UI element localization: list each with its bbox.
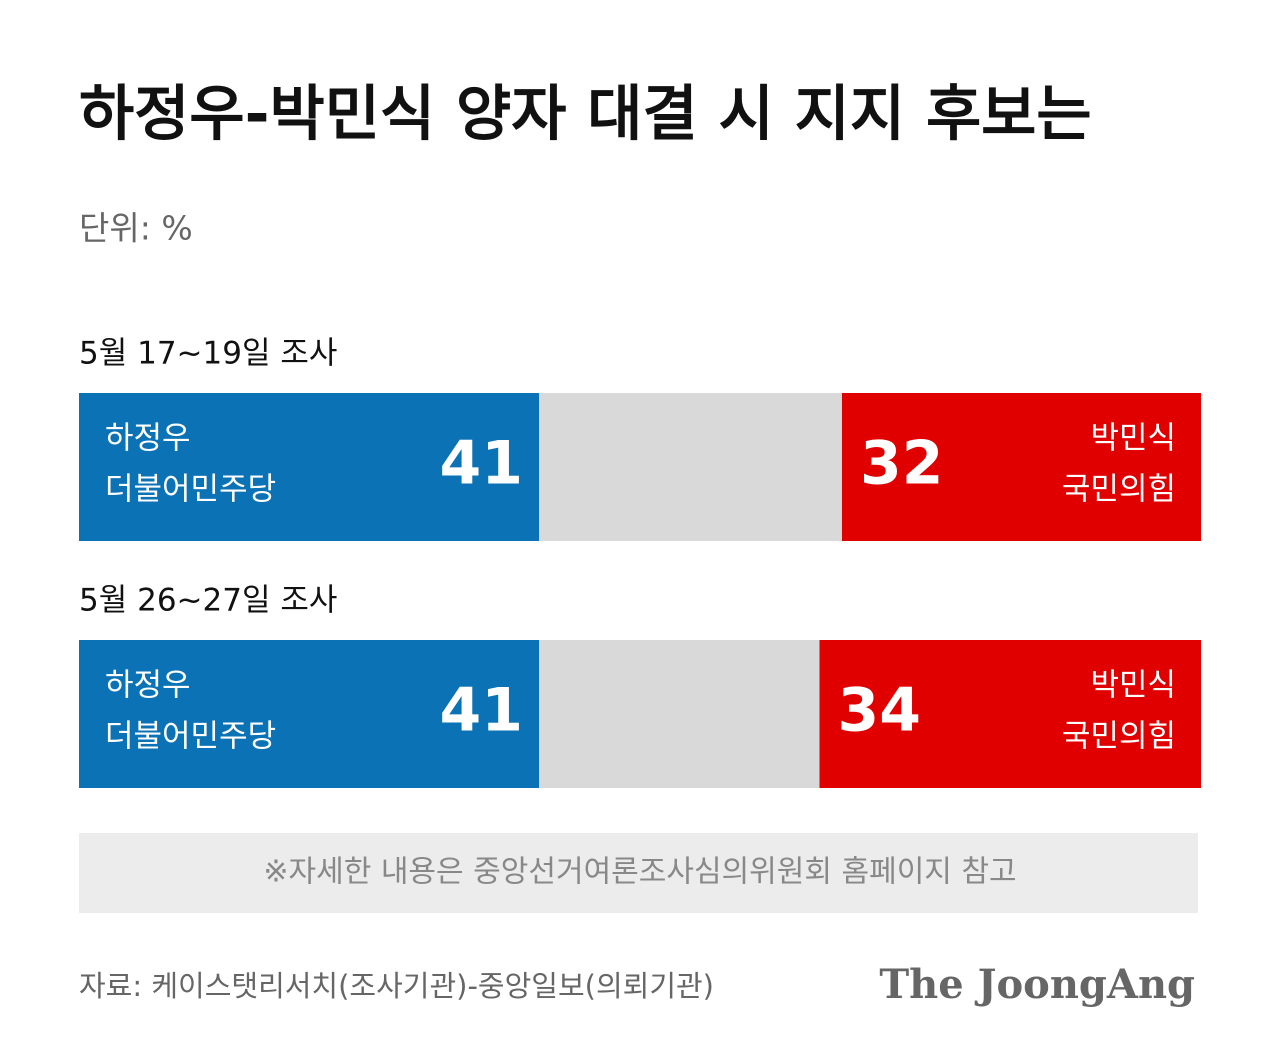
category-label: 5월 17~19일 조사 — [79, 336, 337, 372]
series-party: 국민의힘 — [1062, 472, 1176, 508]
bar — [79, 393, 540, 541]
value-label: 41 — [440, 429, 524, 499]
series-name: 하정우 — [105, 668, 191, 704]
series-party: 국민의힘 — [1062, 719, 1176, 755]
category-label: 5월 26~27일 조사 — [79, 583, 337, 619]
bar — [79, 640, 540, 788]
unit-label: 단위: % — [79, 209, 193, 248]
series-name: 박민식 — [1090, 668, 1176, 704]
bar — [841, 393, 1201, 541]
series-party: 더불어민주당 — [105, 719, 276, 755]
series-name: 하정우 — [105, 421, 191, 457]
logo: The JoongAng — [879, 961, 1195, 1008]
note-box — [79, 833, 1198, 913]
source: 자료: 케이스탯리서치(조사기관)-중앙일보(의뢰기관) — [79, 969, 714, 1003]
note: ※자세한 내용은 중앙선거여론조사심의위원회 홈페이지 참고 — [263, 855, 1016, 890]
value-label: 32 — [860, 429, 944, 499]
series-name: 박민식 — [1090, 421, 1176, 457]
value-label: 34 — [838, 676, 922, 746]
value-label: 41 — [440, 676, 524, 746]
series-party: 더불어민주당 — [105, 472, 276, 508]
bar — [819, 640, 1201, 788]
chart-title: 하정우-박민식 양자 대결 시 지지 후보는 — [79, 80, 1092, 150]
